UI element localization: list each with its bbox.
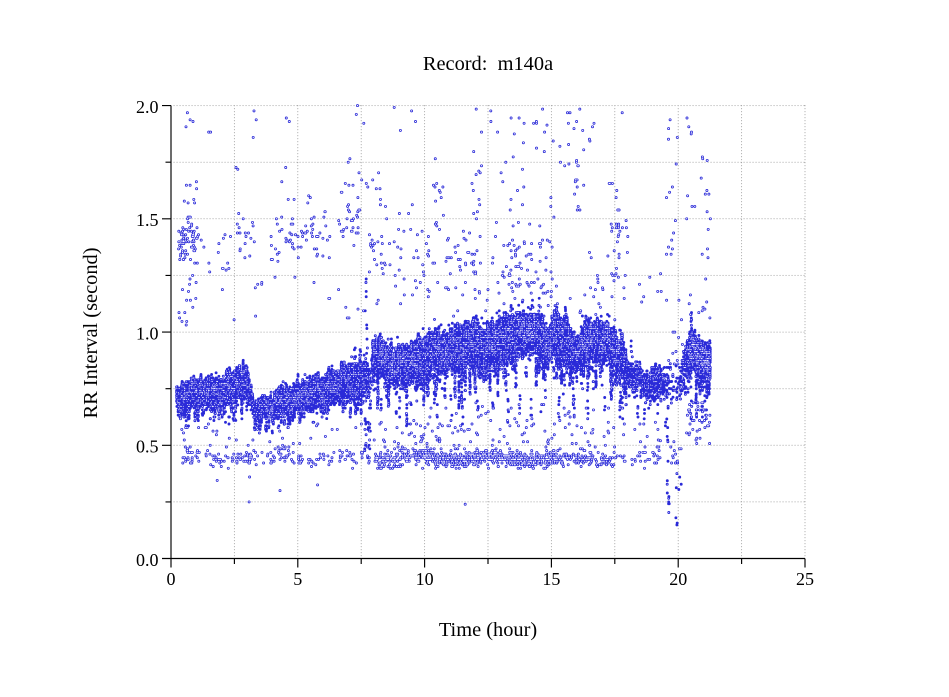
svg-text:0.0: 0.0	[136, 550, 159, 570]
svg-text:5: 5	[293, 569, 302, 589]
svg-text:20: 20	[669, 569, 687, 589]
svg-text:1.0: 1.0	[136, 323, 159, 343]
svg-text:Record: m140a: Record: m140a	[423, 53, 553, 75]
svg-text:RR Interval (second): RR Interval (second)	[80, 247, 102, 418]
svg-text:25: 25	[796, 569, 814, 589]
svg-text:1.5: 1.5	[136, 210, 159, 230]
svg-text:15: 15	[542, 569, 560, 589]
svg-text:0.5: 0.5	[136, 437, 159, 457]
svg-text:10: 10	[416, 569, 434, 589]
svg-text:Time (hour): Time (hour)	[439, 619, 537, 641]
svg-text:2.0: 2.0	[136, 97, 159, 117]
svg-text:0: 0	[167, 569, 176, 589]
